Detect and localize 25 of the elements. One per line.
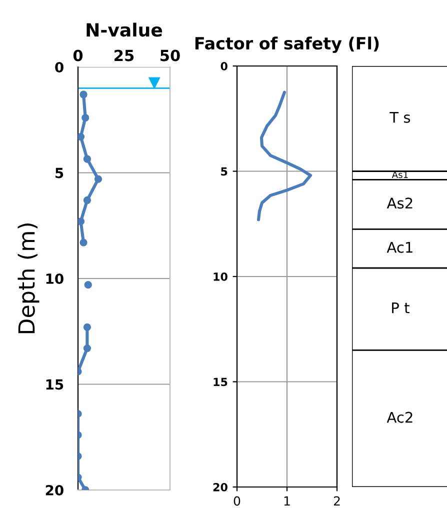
y-tick-label: 5: [56, 168, 64, 178]
y-tick-label: 0: [55, 62, 64, 72]
y-tick-label: 15: [46, 379, 64, 390]
y-axis-title: Depth (m): [18, 224, 40, 334]
x-tick-label: 0: [73, 50, 83, 62]
y-tick-label: 20: [46, 484, 64, 496]
x-tick-label: 50: [160, 50, 180, 62]
x-tick-label: 0: [234, 496, 240, 506]
chart-title: N-value: [86, 22, 162, 37]
series-label: P t: [392, 302, 410, 314]
y-tick-label: 10: [46, 273, 64, 284]
y-tick-label: 20: [213, 482, 228, 492]
chart-title: Factor of safety (Fl): [195, 36, 379, 53]
series-label: As2: [386, 198, 412, 209]
x-tick-label: 25: [114, 50, 134, 62]
line-series: [256, 90, 312, 222]
x-tick-label: 2: [334, 496, 340, 506]
y-tick-label: 10: [214, 272, 228, 281]
y-tick-label: 15: [214, 378, 228, 386]
y-tick-label: 0: [220, 62, 228, 70]
series-label: Ac2: [386, 412, 412, 423]
series-label: T s: [390, 112, 410, 123]
x-tick-label: 1: [284, 496, 290, 506]
y-tick-label: 5: [221, 167, 228, 176]
series-label: Ac1: [386, 242, 412, 253]
